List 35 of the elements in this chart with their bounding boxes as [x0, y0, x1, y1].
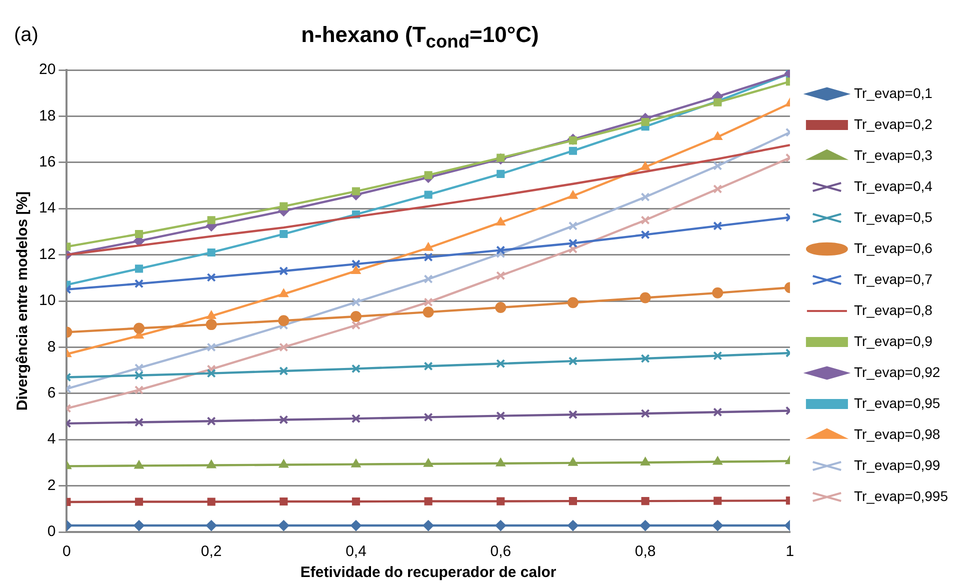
y-tick-label: 16 — [38, 154, 56, 171]
legend-label: Tr_evap=0,1 — [854, 84, 933, 101]
y-tick-label: 2 — [47, 476, 56, 494]
y-tick-label: 4 — [47, 430, 56, 448]
y-tick-label: 12 — [38, 246, 56, 263]
x-axis-title: Efetividade do recuperador de calor — [300, 564, 556, 582]
x-tick-label: 0,2 — [200, 543, 222, 560]
legend-label: Tr_evap=0,9 — [854, 332, 933, 349]
text: (a) — [14, 24, 38, 47]
y-tick-label: 10 — [38, 292, 56, 310]
legend-label: Tr_evap=0,7 — [854, 270, 933, 287]
y-tick-label: 18 — [38, 107, 56, 124]
y-tick-label: 14 — [38, 200, 56, 217]
x-tick-label: 0,8 — [634, 543, 656, 560]
x-tick-label: 0,4 — [346, 543, 366, 560]
y-tick-label: 0 — [47, 523, 56, 540]
legend-label: Tr_evap=0,8 — [854, 302, 933, 318]
chart-title: n-hexano (T$_{cond}$=10°C) — [300, 22, 540, 52]
x-tick-label: 0,6 — [490, 543, 512, 560]
x-tick-label: 1 — [786, 543, 794, 560]
legend-label: Tr_evap=0,95 — [854, 394, 940, 411]
y-tick-label: 6 — [47, 384, 56, 402]
legend-label: Tr_evap=0,98 — [854, 426, 940, 442]
legend-label: Tr_evap=0,6 — [854, 240, 933, 256]
legend-label: Tr_evap=0,92 — [854, 364, 940, 380]
y-tick-label: 8 — [47, 338, 56, 356]
legend-label: Tr_evap=0,995 — [854, 488, 948, 504]
legend-label: Tr_evap=0,4 — [854, 178, 933, 194]
legend-label: Tr_evap=0,3 — [854, 146, 933, 163]
y-axis-title: Divergência entre modelos [%] — [14, 191, 32, 411]
y-tick-label: 20 — [38, 61, 56, 78]
x-tick-label: 0 — [62, 543, 71, 560]
legend-label: Tr_evap=0,2 — [854, 116, 933, 132]
legend-label: Tr_evap=0,99 — [854, 456, 940, 473]
legend-label: Tr_evap=0,5 — [854, 208, 933, 225]
